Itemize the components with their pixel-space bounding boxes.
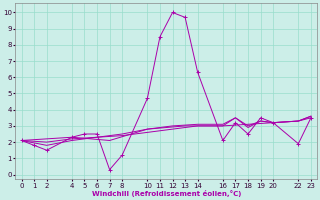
X-axis label: Windchill (Refroidissement éolien,°C): Windchill (Refroidissement éolien,°C) (92, 190, 241, 197)
